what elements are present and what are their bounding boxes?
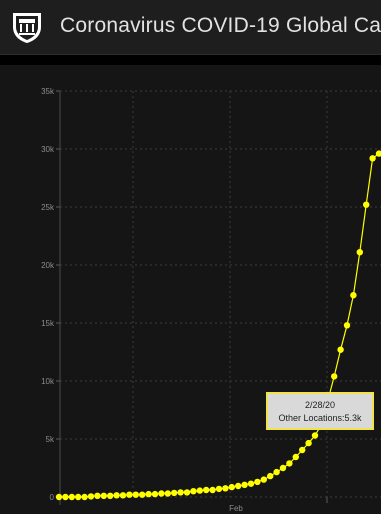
data-point <box>196 487 203 494</box>
data-point <box>183 489 191 496</box>
data-point <box>209 486 216 494</box>
y-tick-label: 0 <box>50 493 55 502</box>
data-point <box>228 483 235 491</box>
data-point <box>164 490 171 497</box>
data-point <box>107 492 114 499</box>
data-point <box>356 249 363 256</box>
data-point <box>55 493 63 501</box>
data-point <box>331 373 338 380</box>
data-point <box>100 492 108 499</box>
data-point <box>68 493 76 501</box>
data-point <box>113 492 120 499</box>
data-point <box>241 481 248 488</box>
data-point <box>190 488 197 495</box>
data-point <box>292 453 299 461</box>
header-bar: Coronavirus COVID-19 Global Ca... <box>0 0 381 55</box>
data-point <box>177 489 184 496</box>
y-tick-label: 5k <box>46 435 55 444</box>
data-point <box>299 446 306 454</box>
data-point <box>222 485 229 492</box>
y-tick-label: 25k <box>41 203 55 212</box>
data-point <box>132 491 139 498</box>
y-tick-label: 20k <box>41 261 55 270</box>
y-tick-label: 35k <box>41 87 55 96</box>
y-tick-label: 15k <box>41 319 55 328</box>
data-point <box>337 346 344 353</box>
y-tick-label: 10k <box>41 377 55 386</box>
data-point <box>158 490 165 497</box>
data-point <box>145 490 152 498</box>
data-point <box>267 472 274 480</box>
data-point <box>235 482 242 490</box>
chart-tooltip: 2/28/20 Other Locations:5.3k <box>266 392 374 430</box>
data-point <box>273 468 280 476</box>
data-point <box>94 492 101 499</box>
data-point <box>81 493 88 501</box>
data-point <box>305 439 312 447</box>
data-point <box>279 464 287 472</box>
data-point <box>151 490 159 498</box>
tooltip-value: Other Locations:5.3k <box>278 413 362 423</box>
toolbar-strip <box>0 55 381 65</box>
data-point <box>260 476 267 483</box>
data-point <box>139 491 146 498</box>
data-point <box>87 493 95 500</box>
data-point <box>343 322 351 329</box>
data-point <box>254 478 261 486</box>
data-point <box>247 480 255 487</box>
data-point <box>126 491 133 498</box>
data-point <box>203 486 210 494</box>
data-point <box>311 432 319 439</box>
data-point <box>369 155 376 162</box>
data-point <box>171 489 178 497</box>
data-point <box>286 460 293 467</box>
data-point <box>350 292 357 299</box>
data-point <box>75 493 82 501</box>
x-tick-label: Feb <box>229 504 243 513</box>
data-point <box>215 485 223 493</box>
data-point <box>119 492 127 499</box>
data-point <box>375 150 381 157</box>
y-tick-label: 30k <box>41 145 55 154</box>
data-point <box>363 201 370 208</box>
university-shield-icon[interactable] <box>10 10 44 44</box>
series-line <box>59 153 380 498</box>
data-point <box>62 493 69 501</box>
page-title: Coronavirus COVID-19 Global Ca... <box>60 14 381 37</box>
tooltip-date: 2/28/20 <box>304 400 336 410</box>
